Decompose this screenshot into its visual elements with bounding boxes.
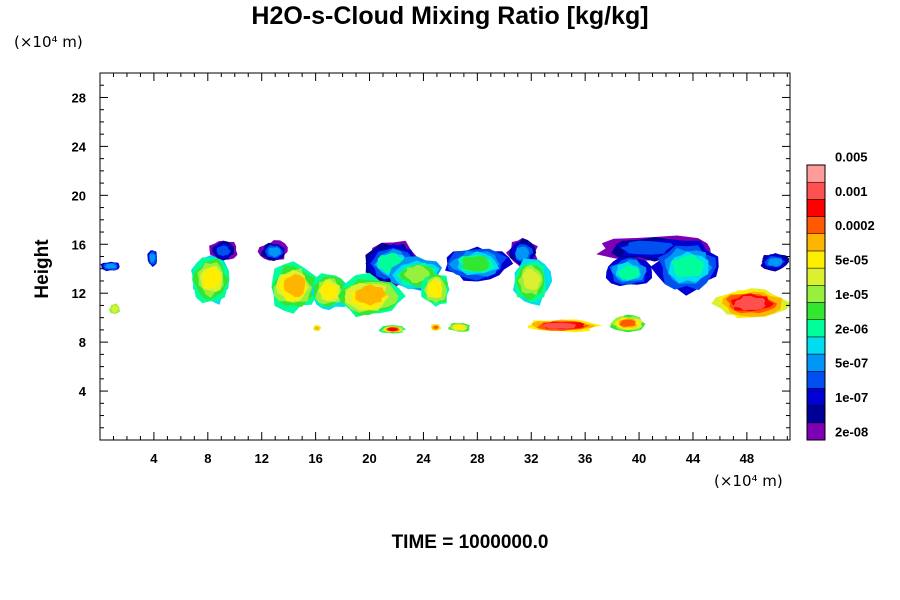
colorbar-swatch [806,181,826,200]
colorbar-label: 5e-07 [835,356,868,371]
cloud-contour [619,319,636,327]
cloud-contour [314,326,320,330]
y-tick-label: 24 [72,139,87,154]
y-tick-label: 28 [72,90,86,105]
colorbar-swatch [806,233,826,252]
colorbar-swatch [806,319,826,338]
colorbar-swatch [806,302,826,320]
colorbar-label: 0.0002 [835,218,875,233]
cloud-contour [515,246,530,260]
colorbar-label: 1e-07 [835,390,868,405]
y-tick-label: 16 [72,237,86,252]
colorbar-swatch [806,164,826,183]
colorbar-swatch [806,405,826,424]
colorbar-label: 1e-05 [835,287,868,302]
cloud-contour [283,273,306,297]
cloud-field [100,235,790,334]
cloud-contour [355,284,387,306]
cloud-contour [427,280,443,298]
colorbar-swatch [806,336,826,355]
colorbar-swatch [806,285,826,303]
x-axis-unit: (×10⁴ m) [714,472,783,490]
cloud-contour [111,305,119,314]
colorbar-label: 0.005 [835,149,868,164]
x-tick-label: 4 [150,451,158,466]
cloud-contour [104,263,117,269]
x-tick-label: 8 [204,451,211,466]
colorbar-swatch [806,199,826,217]
x-tick-label: 16 [308,451,322,466]
x-tick-label: 40 [632,451,646,466]
x-tick-label: 44 [686,451,701,466]
colorbar-frame [806,164,826,441]
cloud-contour [403,264,431,284]
x-tick-label: 12 [254,451,268,466]
colorbar-swatch [806,371,826,389]
cloud-contour [521,268,541,290]
x-tick-label: 28 [470,451,484,466]
x-tick-label: 32 [524,451,538,466]
y-axis-unit: (×10⁴ m) [14,33,83,51]
cloud-contour [202,266,221,290]
x-tick-label: 36 [578,451,592,466]
cloud-contour [453,324,466,330]
colorbar-swatch [806,353,826,372]
cloud-contour [733,295,766,311]
cloud-contour [387,327,399,332]
x-tick-label: 24 [416,451,431,466]
colorbar-swatch [806,388,826,406]
y-tick-label: 8 [79,335,86,350]
y-tick-label: 12 [72,286,86,301]
cloud-contour [461,255,489,272]
colorbar-swatch [806,216,826,234]
cloud-contour [320,281,338,301]
cloud-contour [216,245,231,257]
x-tick-label: 48 [740,451,754,466]
cloud-contour [671,254,704,277]
cloud-contour [268,247,281,258]
x-tick-label: 20 [362,451,376,466]
colorbar-label: 5e-05 [835,253,868,268]
cloud-contour [617,264,639,280]
cloud-contour [433,325,439,329]
colorbar-swatch [806,267,826,286]
colorbar-swatch [806,422,826,441]
cloud-contour [149,253,156,263]
cloud-contour [767,257,783,267]
colorbar-swatch [806,250,826,269]
colorbar-label: 2e-06 [835,321,868,336]
time-label: TIME = 1000000.0 [391,532,549,553]
colorbar-label: 2e-08 [835,424,868,439]
cloud-contour [542,322,577,329]
chart-title: H2O-s-Cloud Mixing Ratio [kg/kg] [251,2,649,30]
colorbar-label: 0.001 [835,184,868,199]
y-tick-label: 4 [79,384,87,399]
y-tick-label: 20 [72,188,86,203]
